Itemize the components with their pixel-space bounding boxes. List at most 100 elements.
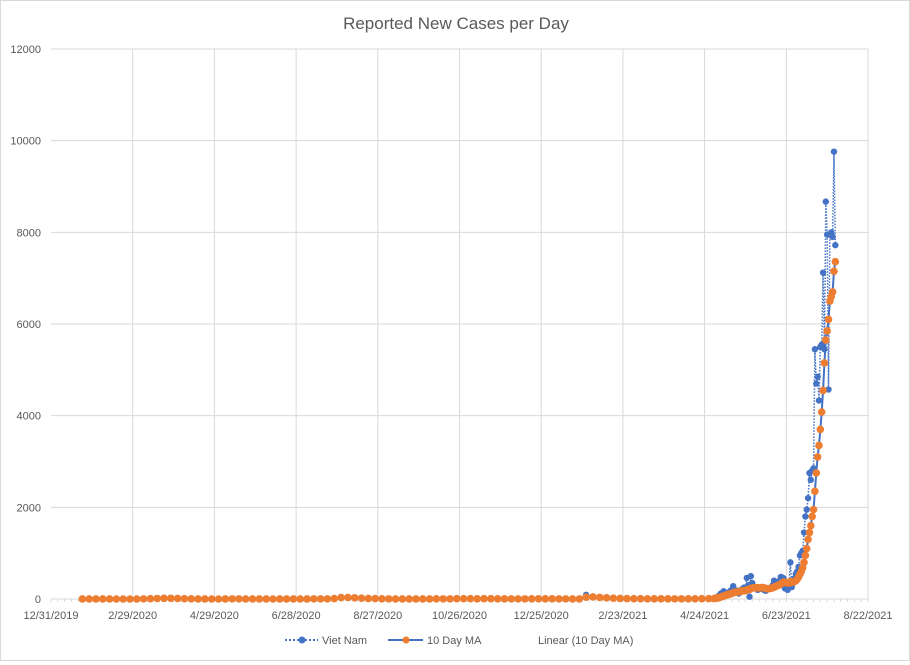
ma-point: [241, 595, 250, 603]
ma-point: [201, 595, 209, 603]
ma-point: [698, 594, 706, 603]
legend-marker-icon: [402, 636, 410, 644]
ma-point: [439, 595, 447, 603]
ma-point: [303, 595, 311, 603]
viet-nam-point: [822, 198, 829, 205]
ma-point: [801, 551, 810, 560]
ma-point: [418, 595, 427, 603]
ma-point: [248, 595, 257, 603]
ma-point: [180, 594, 189, 603]
legend-label-linear-10-day-ma: Linear (10 Day MA): [538, 635, 633, 647]
ma-point: [466, 594, 475, 603]
ma-point: [541, 595, 550, 603]
ma-point: [167, 594, 175, 603]
ma-point: [800, 558, 808, 567]
ma-point: [831, 257, 840, 266]
x-axis: 12/31/2019 2/29/2020 4/29/2020 6/28/2020 8/2…: [23, 598, 892, 622]
ma-point: [804, 535, 812, 544]
ma-point: [126, 595, 134, 603]
ma-point: [650, 595, 659, 603]
ma-point: [807, 521, 815, 530]
legend-label-10-day-ma: 10 Day MA: [427, 635, 482, 647]
ma-point: [507, 595, 516, 603]
legend-item-linear-trendline[interactable]: Linear (10 Day MA): [538, 635, 633, 647]
ma-point: [824, 315, 833, 324]
ma-point: [589, 593, 597, 601]
viet-nam-point: [807, 476, 815, 484]
ma-point: [452, 594, 461, 603]
ma-point: [337, 593, 345, 602]
ma-point: [534, 594, 543, 603]
ma-point: [391, 595, 400, 603]
ma-point: [657, 595, 665, 603]
ma-point: [811, 487, 819, 496]
ma-point: [405, 595, 413, 603]
gridlines: [51, 48, 869, 599]
ma-point: [146, 594, 155, 603]
ma-point: [616, 594, 624, 603]
viet-nam-point: [787, 559, 794, 566]
ma-point: [235, 595, 243, 603]
ma-point: [364, 594, 373, 603]
y-tick-label: 0: [35, 594, 41, 606]
ma-point: [214, 595, 223, 603]
x-tick-label: 12/31/2019: [23, 610, 78, 622]
ma-point: [289, 595, 298, 603]
ma-point: [817, 408, 826, 416]
ma-point: [459, 594, 468, 603]
ma-point: [296, 595, 304, 603]
y-tick-label: 12000: [10, 44, 41, 56]
ma-point: [316, 595, 325, 603]
x-tick-label: 4/29/2020: [190, 610, 239, 622]
ma-point: [269, 595, 277, 603]
ma-point: [112, 595, 121, 603]
y-tick-label: 8000: [17, 227, 41, 239]
ma-point: [344, 593, 352, 602]
legend-item-10-day-ma[interactable]: 10 Day MA: [388, 635, 482, 647]
ma-point: [132, 595, 141, 603]
ma-point: [92, 595, 100, 603]
ma-point: [275, 595, 284, 603]
ma-point: [828, 288, 837, 296]
ma-point: [228, 595, 236, 603]
ma-point: [527, 595, 536, 603]
ma-point: [820, 359, 829, 367]
ma-point: [812, 469, 821, 477]
legend-item-viet-nam[interactable]: Viet Nam: [285, 635, 367, 647]
ma-point: [514, 595, 522, 603]
viet-nam-point: [802, 513, 809, 520]
y-tick-label: 10000: [10, 136, 41, 148]
ma-point: [173, 594, 182, 603]
ma-point: [207, 595, 216, 603]
x-tick-label: 6/28/2020: [272, 610, 321, 622]
ma-point: [412, 595, 420, 603]
ma-point: [521, 595, 529, 603]
ma-point: [555, 595, 563, 603]
ma-point: [85, 595, 93, 603]
ma-point: [636, 594, 645, 603]
ma-point: [371, 594, 379, 603]
y-tick-label: 6000: [17, 319, 41, 331]
ma-point: [187, 595, 196, 603]
ma-point: [602, 594, 611, 602]
x-tick-label: 4/24/2021: [680, 610, 729, 622]
viet-nam-point: [746, 593, 753, 600]
ma-point: [425, 595, 434, 603]
x-tick-label: 8/27/2020: [353, 610, 402, 622]
ma-point: [813, 453, 822, 461]
ma-point: [330, 594, 339, 603]
y-axis: 0 2000 4000 6000 8000 10000 12000: [10, 44, 41, 606]
ma-point: [704, 594, 713, 603]
ma-point: [432, 595, 441, 603]
ma-point: [561, 595, 570, 603]
ma-point: [194, 595, 202, 603]
ma-point: [480, 594, 488, 603]
ma-point: [262, 595, 270, 603]
ma-point: [809, 505, 818, 514]
ma-point: [384, 595, 393, 603]
ma-point: [398, 595, 407, 603]
ma-point: [808, 512, 816, 521]
ma-point: [98, 595, 107, 603]
ma-point: [568, 595, 577, 603]
